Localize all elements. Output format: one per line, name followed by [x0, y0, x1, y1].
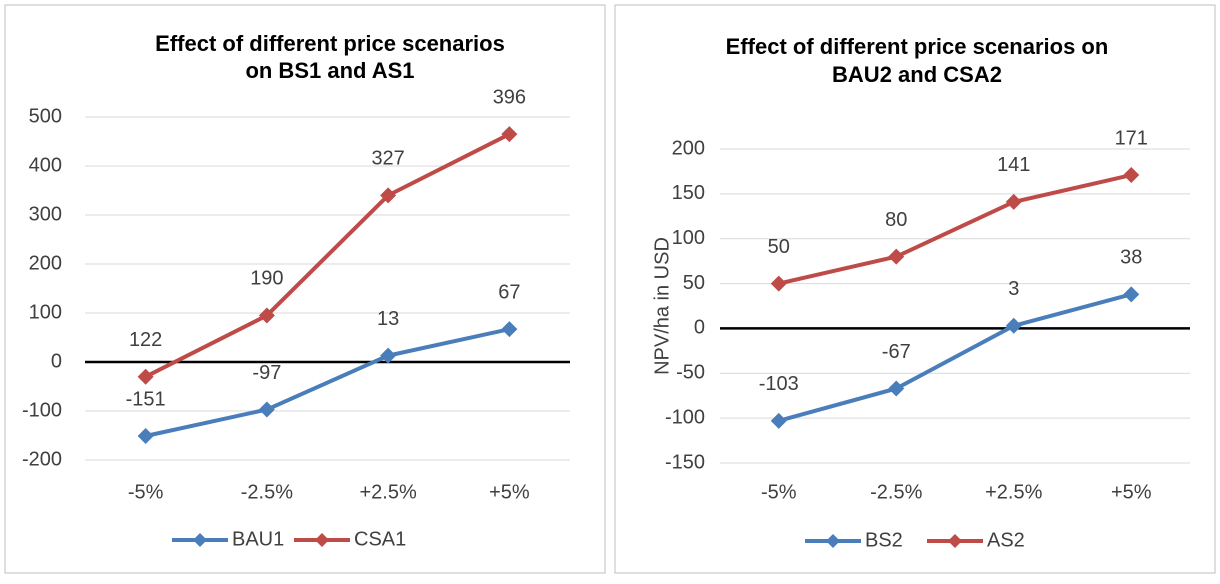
y-tick-label: 0: [51, 350, 62, 372]
data-label: -67: [882, 341, 911, 363]
legend-label: BS2: [865, 529, 903, 551]
y-tick-label: 50: [683, 272, 705, 294]
data-label: 13: [377, 308, 399, 330]
legend-marker: [948, 534, 962, 548]
legend-marker: [315, 533, 329, 547]
panel: [4, 4, 606, 574]
y-tick-label: 200: [29, 252, 62, 274]
data-point: [1123, 286, 1140, 303]
data-label: -103: [759, 373, 799, 395]
data-label: 50: [768, 236, 790, 258]
legend-label: BAU1: [232, 528, 284, 550]
data-label: 327: [371, 148, 404, 170]
data-label: 67: [498, 281, 520, 303]
legend-label: CSA1: [354, 528, 406, 550]
y-tick-label: 300: [29, 203, 62, 225]
x-tick-label: -5%: [761, 481, 797, 503]
chart-title: on BS1 and AS1: [245, 58, 414, 83]
panel: [614, 4, 1216, 574]
data-point: [137, 368, 154, 385]
data-label: 141: [997, 154, 1030, 176]
data-label: 396: [493, 86, 526, 108]
y-axis-label: NPV/ha in USD: [651, 237, 673, 375]
y-tick-label: 100: [29, 301, 62, 323]
data-point: [888, 380, 905, 397]
y-tick-label: 500: [29, 105, 62, 127]
x-tick-label: -2.5%: [870, 481, 922, 503]
data-label: -97: [252, 362, 281, 384]
data-point: [501, 126, 518, 143]
legend-label: AS2: [987, 529, 1025, 551]
data-point: [1123, 167, 1140, 184]
x-tick-label: -2.5%: [241, 481, 293, 503]
y-tick-label: -100: [665, 406, 705, 428]
y-tick-label: 400: [29, 154, 62, 176]
chart-title: Effect of different price scenarios: [155, 31, 505, 56]
series-line: [144, 132, 511, 379]
y-tick-label: 150: [672, 182, 705, 204]
data-point: [137, 427, 154, 444]
x-tick-label: +5%: [1111, 481, 1152, 503]
y-tick-label: 200: [672, 137, 705, 159]
data-label: 171: [1115, 127, 1148, 149]
data-point: [1005, 193, 1022, 210]
data-point: [380, 347, 397, 364]
y-tick-label: 100: [672, 227, 705, 249]
data-label: -151: [126, 388, 166, 410]
legend-marker: [193, 533, 207, 547]
chart-title: Effect of different price scenarios on: [726, 34, 1109, 59]
x-tick-label: +5%: [489, 481, 530, 503]
y-tick-label: -50: [676, 362, 705, 384]
data-label: 38: [1120, 247, 1142, 269]
x-tick-label: +2.5%: [359, 481, 416, 503]
data-label: 122: [129, 329, 162, 351]
series-line: [778, 173, 1132, 286]
data-label: 80: [885, 209, 907, 231]
data-point: [888, 248, 905, 265]
y-tick-label: -200: [22, 448, 62, 470]
series-line: [145, 327, 510, 438]
data-label: 190: [250, 268, 283, 290]
y-tick-label: -100: [22, 399, 62, 421]
y-tick-label: -150: [665, 451, 705, 473]
data-point: [258, 307, 275, 324]
data-point: [770, 412, 787, 429]
data-point: [258, 401, 275, 418]
x-tick-label: -5%: [128, 481, 164, 503]
data-point: [1005, 317, 1022, 334]
data-point: [380, 187, 397, 204]
data-label: 3: [1008, 278, 1019, 300]
y-tick-label: 0: [694, 317, 705, 339]
chart-title: BAU2 and CSA2: [832, 62, 1002, 87]
series-line: [778, 292, 1132, 423]
data-point: [770, 275, 787, 292]
data-point: [501, 321, 518, 338]
x-tick-label: +2.5%: [985, 481, 1042, 503]
legend-marker: [826, 534, 840, 548]
